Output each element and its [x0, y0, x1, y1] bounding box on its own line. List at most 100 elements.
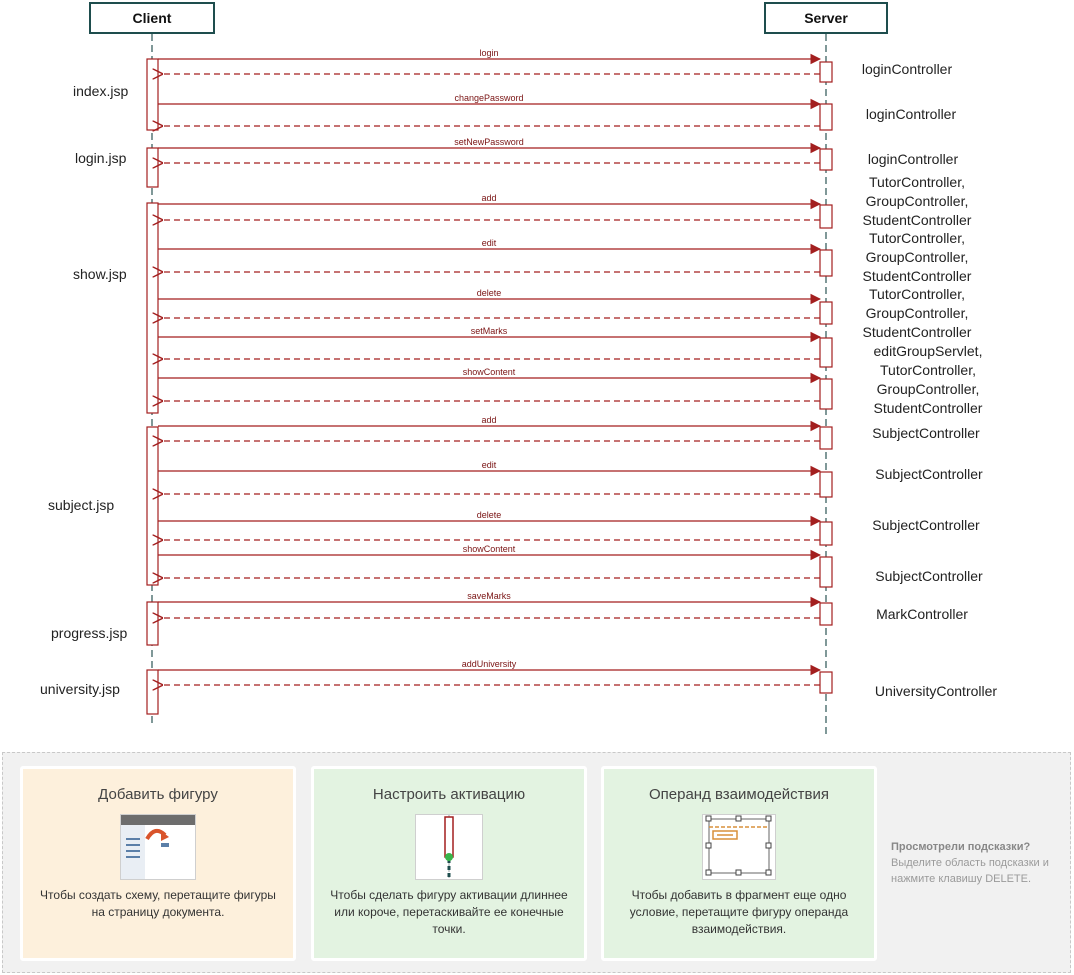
hint-card-operand[interactable]: Операнд взаимодействия Чтобы д — [601, 766, 877, 961]
controller-label: SubjectController — [859, 465, 999, 484]
controller-name: loginController — [865, 106, 957, 122]
sequence-diagram: login changePassword setNewPassword add edit… — [146, 34, 833, 735]
message-10[interactable]: edit — [158, 460, 822, 494]
controller-name: StudentController — [873, 400, 983, 416]
hint-card-title: Операнд взаимодействия — [648, 786, 830, 803]
message-label: add — [481, 193, 496, 203]
message-8[interactable]: showContent — [158, 367, 822, 401]
server-activation-bar[interactable] — [819, 103, 833, 131]
controller-label: loginController — [837, 60, 977, 79]
controller-name: SubjectController — [872, 425, 980, 441]
server-activation-bar[interactable] — [819, 471, 833, 498]
message-4[interactable]: add — [158, 193, 822, 220]
controller-label: SubjectController — [856, 424, 996, 443]
controller-label: SubjectController — [859, 567, 999, 586]
client-label: Client — [132, 10, 172, 26]
server-activation-bar[interactable] — [819, 521, 833, 546]
controller-label: MarkController — [852, 605, 992, 624]
controller-label: TutorController, GroupController, StudentC… — [847, 173, 987, 230]
controller-name: TutorController, — [880, 362, 976, 378]
page-label-subject: subject.jsp — [48, 497, 115, 513]
server-activation-bar[interactable] — [819, 204, 833, 229]
page-label-login: login.jsp — [75, 150, 127, 166]
hint-dismiss-note: Просмотрели подсказки? Выделите область … — [891, 839, 1066, 887]
hint-card-title: Настроить активацию — [372, 786, 526, 803]
controller-label: editGroupServlet, TutorController, GroupCo… — [858, 342, 998, 418]
message-label: saveMarks — [467, 591, 511, 601]
server-activation-bar[interactable] — [819, 301, 833, 325]
controller-label: SubjectController — [856, 516, 996, 535]
controller-name: loginController — [861, 61, 953, 77]
message-6[interactable]: delete — [158, 288, 822, 318]
controller-name: GroupController, — [865, 249, 969, 265]
message-label: showContent — [463, 367, 516, 377]
client-activation-bar[interactable] — [146, 202, 159, 414]
controller-label: TutorController, GroupController, StudentC… — [847, 229, 987, 286]
message-2[interactable]: changePassword — [158, 93, 822, 126]
client-activation-bar[interactable] — [146, 426, 159, 586]
controller-name: TutorController, — [869, 230, 965, 246]
message-label: edit — [482, 238, 497, 248]
server-activation-bar[interactable] — [819, 671, 833, 694]
controller-name: StudentController — [862, 212, 972, 228]
client-lifeline-head[interactable]: Client — [89, 2, 215, 34]
operand-icon — [702, 814, 776, 880]
hint-card-text: Чтобы создать схему, перетащите фигуры н… — [40, 888, 276, 919]
controller-name: loginController — [867, 151, 959, 167]
message-label: delete — [477, 288, 502, 298]
message-9[interactable]: add — [158, 415, 822, 441]
controller-name: StudentController — [862, 324, 972, 340]
hints-panel[interactable]: Добавить фигуру Чтобы создать схему, пер… — [2, 752, 1071, 973]
message-label: add — [481, 415, 496, 425]
controller-label: loginController — [841, 105, 981, 124]
controller-label: TutorController, GroupController, StudentC… — [847, 285, 987, 342]
controller-name: SubjectController — [875, 568, 983, 584]
message-12[interactable]: showContent — [158, 544, 822, 578]
hint-card-activation[interactable]: Настроить активацию Чтобы сделать фигуру… — [311, 766, 587, 961]
client-activation-bar[interactable] — [146, 58, 159, 131]
controller-name: TutorController, — [869, 174, 965, 190]
message-label: login — [479, 48, 498, 58]
controller-name: GroupController, — [865, 193, 969, 209]
controller-label: UniversityController — [866, 682, 1006, 701]
hint-card-title: Добавить фигуру — [98, 786, 218, 803]
server-activation-bar[interactable] — [819, 378, 833, 410]
server-activation-bar[interactable] — [819, 148, 833, 171]
controller-name: UniversityController — [874, 683, 998, 699]
hint-card-text: Чтобы сделать фигуру активации длиннее и… — [330, 888, 568, 936]
message-label: delete — [477, 510, 502, 520]
server-activation-bar[interactable] — [819, 249, 833, 277]
page-label-show: show.jsp — [73, 266, 127, 282]
message-11[interactable]: delete — [158, 510, 822, 540]
controller-name: MarkController — [876, 606, 968, 622]
client-activation-bar[interactable] — [146, 669, 159, 715]
message-14[interactable]: addUniversity — [158, 659, 822, 685]
message-3[interactable]: setNewPassword — [158, 137, 822, 163]
message-label: addUniversity — [462, 659, 517, 669]
message-1[interactable]: login — [158, 48, 822, 74]
server-activation-bar[interactable] — [819, 426, 833, 450]
server-activation-bar[interactable] — [819, 337, 833, 368]
server-lifeline-head[interactable]: Server — [764, 2, 888, 34]
server-activation-bar[interactable] — [819, 556, 833, 588]
message-13[interactable]: saveMarks — [158, 591, 822, 618]
client-activation-bar[interactable] — [146, 601, 159, 646]
message-7[interactable]: setMarks — [158, 326, 822, 359]
message-label: changePassword — [454, 93, 523, 103]
controller-name: SubjectController — [875, 466, 983, 482]
client-activation-bar[interactable] — [146, 147, 159, 188]
page-label-index: index.jsp — [73, 83, 129, 99]
message-label: setMarks — [471, 326, 508, 336]
hint-card-add-shape[interactable]: Добавить фигуру Чтобы создать схему, пер… — [20, 766, 296, 961]
hint-note-title: Просмотрели подсказки? — [891, 841, 1031, 853]
page-label-progress: progress.jsp — [51, 625, 128, 641]
controller-name: TutorController, — [869, 286, 965, 302]
message-label: setNewPassword — [454, 137, 524, 147]
controller-name: StudentController — [862, 268, 972, 284]
server-label: Server — [804, 10, 848, 26]
message-5[interactable]: edit — [158, 238, 822, 272]
server-activation-bar[interactable] — [819, 602, 833, 626]
server-activation-bar[interactable] — [819, 61, 833, 83]
controller-label: loginController — [843, 150, 983, 169]
controller-name: GroupController, — [876, 381, 980, 397]
